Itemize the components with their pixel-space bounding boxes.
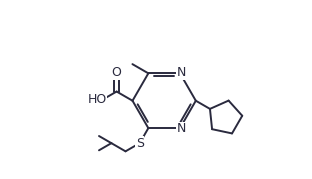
- Text: S: S: [136, 137, 144, 150]
- Text: N: N: [176, 122, 186, 136]
- Text: HO: HO: [88, 93, 107, 106]
- Text: N: N: [176, 66, 186, 79]
- Text: O: O: [112, 66, 122, 79]
